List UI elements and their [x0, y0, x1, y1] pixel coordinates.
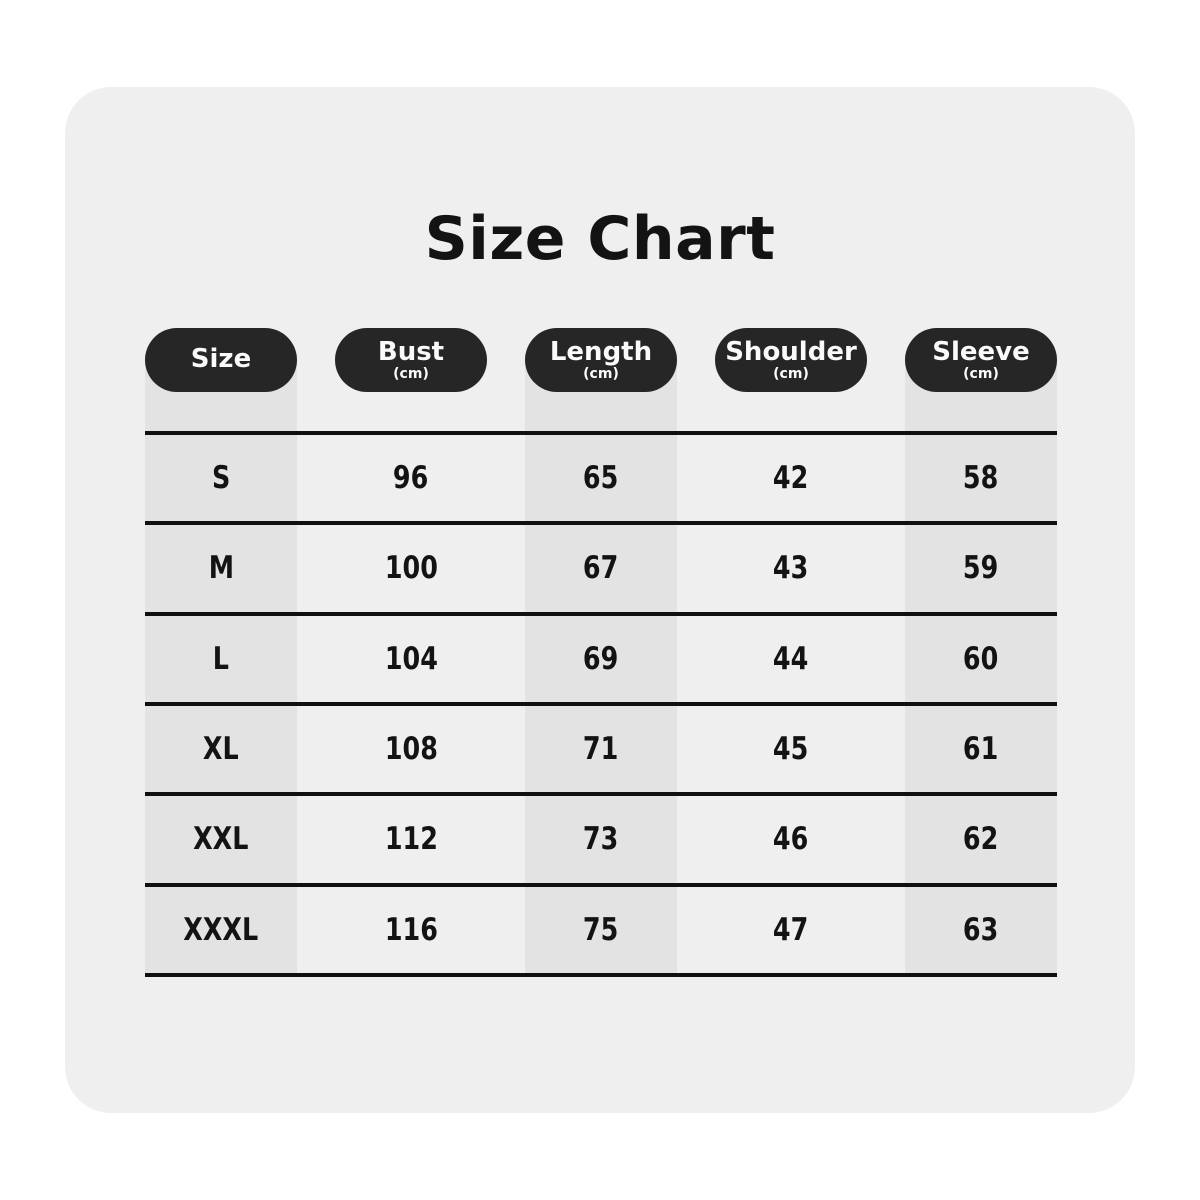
measurement-value-cell: 112 — [384, 821, 438, 858]
table-row: XXL 112 73 46 62 — [145, 792, 1057, 882]
measurement-value-cell: 96 — [393, 460, 429, 497]
measurement-value-cell: 63 — [963, 911, 999, 948]
measurement-value-cell: 62 — [963, 821, 999, 858]
table-row: XXXL 116 75 47 63 — [145, 882, 1057, 973]
column-header-label: Length — [549, 336, 653, 367]
column-header-pill: Bust (cm) — [335, 328, 487, 392]
column-header-label: Size — [190, 344, 252, 375]
table-row: L 104 69 44 60 — [145, 611, 1057, 702]
measurement-value-cell: 67 — [583, 550, 619, 587]
column-header-unit: (cm) — [773, 366, 809, 383]
measurement-value-cell: 108 — [384, 731, 438, 768]
chart-title: Size Chart — [424, 204, 776, 274]
column-header-unit: (cm) — [963, 366, 999, 383]
size-label-cell: XXL — [193, 821, 249, 858]
column-stripe — [525, 355, 677, 977]
measurement-value-cell: 71 — [583, 731, 619, 768]
measurement-value-cell: 116 — [384, 911, 438, 948]
size-label-cell: M — [208, 550, 234, 587]
measurement-value-cell: 73 — [583, 821, 619, 858]
measurement-value-cell: 69 — [583, 640, 619, 677]
measurement-value-cell: 46 — [773, 821, 809, 858]
measurement-value-cell: 75 — [583, 911, 619, 948]
column-header-unit: (cm) — [583, 366, 619, 383]
column-header-unit: (cm) — [393, 366, 429, 383]
table-row: M 100 67 43 59 — [145, 521, 1057, 611]
measurement-value-cell: 104 — [384, 640, 438, 677]
measurement-value-cell: 59 — [963, 550, 999, 587]
size-chart-card: Size Chart S 96 65 42 58 M 100 67 43 59 L 104 69 44 60… — [65, 87, 1135, 1113]
column-header-pill: Length (cm) — [525, 328, 677, 392]
measurement-value-cell: 42 — [773, 460, 809, 497]
measurement-value-cell: 47 — [773, 911, 809, 948]
column-header-pill: Sleeve (cm) — [905, 328, 1057, 392]
size-label-cell: XXXL — [183, 911, 259, 948]
size-label-cell: S — [211, 460, 231, 497]
measurement-value-cell: 44 — [773, 640, 809, 677]
measurement-value-cell: 43 — [773, 550, 809, 587]
measurement-value-cell: 58 — [963, 460, 999, 497]
measurement-value-cell: 45 — [773, 731, 809, 768]
column-stripe — [145, 355, 297, 977]
header-row: Size Bust (cm) Length (cm) Shoulder (cm) Sleeve… — [145, 328, 1057, 392]
measurement-value-cell: 61 — [963, 731, 999, 768]
table-row: XL 108 71 45 61 — [145, 701, 1057, 792]
size-label-cell: XL — [203, 731, 239, 768]
size-table: S 96 65 42 58 M 100 67 43 59 L 104 69 44 60 XL 108 71 45 61… — [145, 87, 1057, 1113]
column-header-pill: Shoulder (cm) — [715, 328, 867, 392]
measurement-value-cell: 60 — [963, 640, 999, 677]
column-header-label: Sleeve — [932, 336, 1030, 367]
table-row: S 96 65 42 58 — [145, 431, 1057, 521]
measurement-value-cell: 65 — [583, 460, 619, 497]
measurement-value-cell: 100 — [384, 550, 438, 587]
column-header-label: Bust — [377, 336, 445, 367]
column-header-label: Shoulder — [725, 336, 857, 367]
size-label-cell: L — [212, 640, 230, 677]
column-header-pill: Size — [145, 328, 297, 392]
column-stripe — [905, 355, 1057, 977]
table-body: S 96 65 42 58 M 100 67 43 59 L 104 69 44 60 XL 108 71 45 61… — [145, 431, 1057, 977]
